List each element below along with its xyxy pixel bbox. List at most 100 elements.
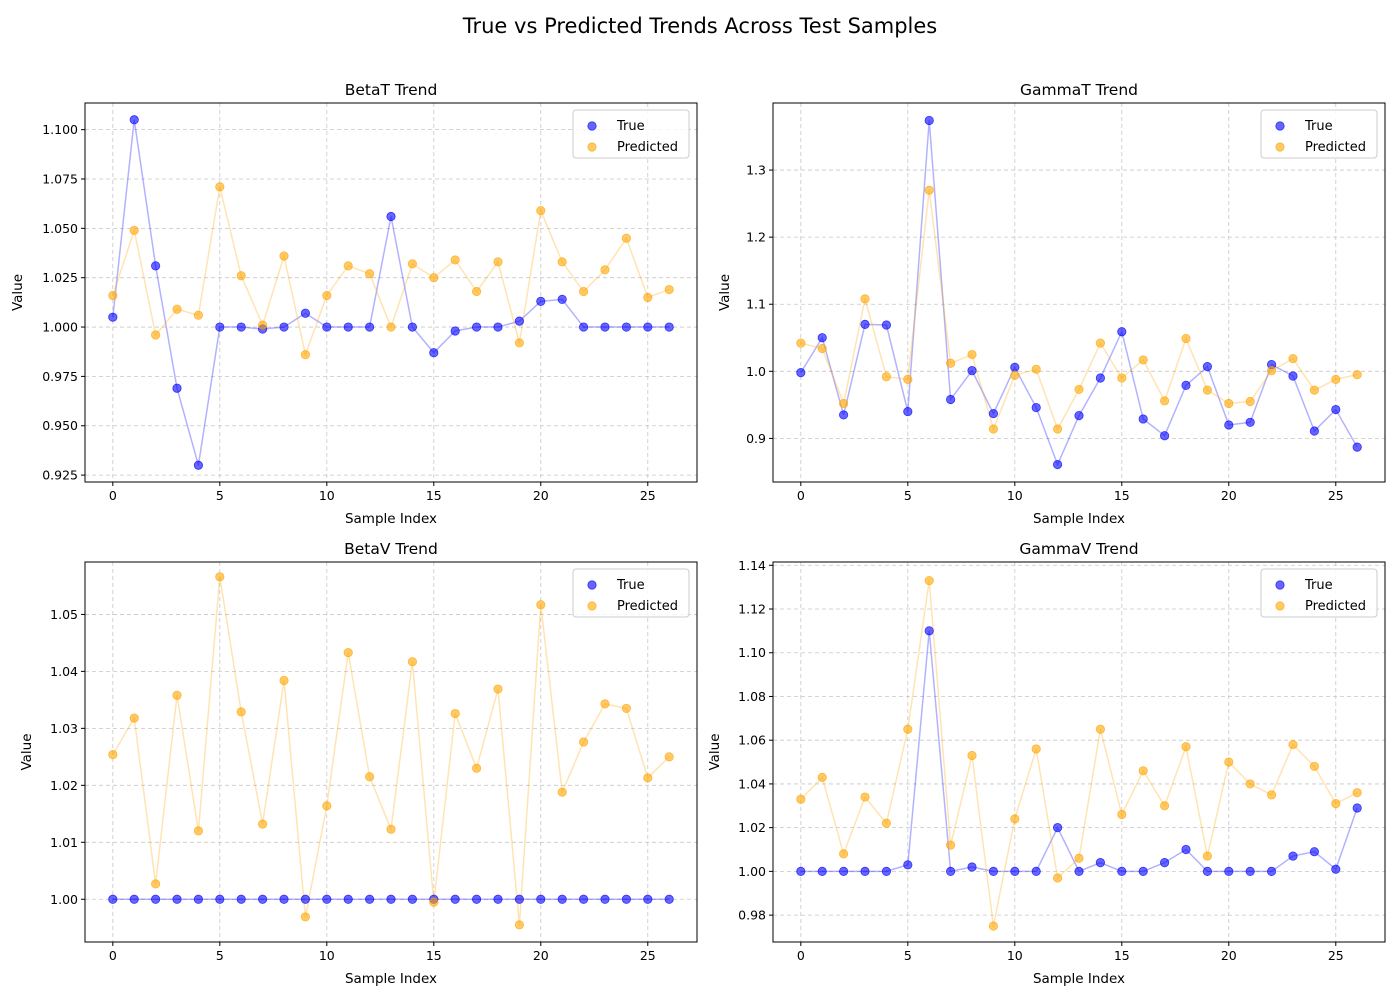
y-tick-label: 1.05 bbox=[50, 607, 78, 622]
data-point-true bbox=[407, 322, 417, 332]
data-point-predicted bbox=[1031, 364, 1041, 374]
data-point-true bbox=[1224, 420, 1234, 430]
data-point-true bbox=[946, 394, 956, 405]
data-point-true bbox=[664, 894, 674, 904]
figure-title: True vs Predicted Trends Across Test Sam… bbox=[462, 14, 938, 38]
data-point-true bbox=[322, 322, 332, 332]
y-tick-label: 1.0 bbox=[746, 364, 766, 379]
data-point-true bbox=[967, 862, 977, 872]
data-point-predicted bbox=[450, 708, 460, 719]
data-point-predicted bbox=[108, 749, 118, 760]
data-point-predicted bbox=[796, 338, 806, 348]
data-point-predicted bbox=[643, 773, 653, 783]
y-tick-label: 1.100 bbox=[42, 122, 78, 137]
data-point-true bbox=[1245, 417, 1255, 427]
data-point-predicted bbox=[1010, 814, 1020, 824]
data-point-predicted bbox=[108, 290, 118, 301]
legend-marker-predicted bbox=[1275, 142, 1285, 152]
subplot-title: GammaT Trend bbox=[1020, 81, 1138, 99]
data-point-predicted bbox=[1352, 370, 1362, 380]
data-point-true bbox=[600, 894, 610, 904]
data-point-true bbox=[578, 322, 589, 332]
y-tick-label: 1.12 bbox=[738, 602, 766, 617]
x-tick-label: 5 bbox=[216, 488, 224, 503]
data-point-true bbox=[1181, 844, 1191, 855]
subplot-title: BetaT Trend bbox=[345, 81, 438, 99]
x-tick-label: 25 bbox=[1328, 948, 1344, 963]
legend: True Predicted bbox=[1260, 568, 1378, 618]
data-point-true bbox=[578, 894, 589, 904]
axes-frame bbox=[772, 102, 1386, 483]
data-point-true bbox=[514, 316, 524, 326]
data-point-true bbox=[839, 866, 849, 876]
data-point-true bbox=[1159, 431, 1170, 441]
legend-marker-true bbox=[587, 121, 597, 131]
data-point-true bbox=[1074, 410, 1084, 421]
data-point-predicted bbox=[967, 750, 977, 761]
data-point-predicted bbox=[1224, 398, 1234, 409]
data-point-predicted bbox=[860, 294, 870, 304]
data-point-predicted bbox=[1117, 373, 1127, 383]
legend-marker-true bbox=[587, 580, 597, 590]
data-point-predicted bbox=[1202, 851, 1212, 861]
data-point-predicted bbox=[429, 897, 439, 907]
data-point-true bbox=[1309, 847, 1319, 857]
data-point-predicted bbox=[215, 182, 225, 192]
data-point-true bbox=[621, 322, 631, 332]
y-tick-label: 1.075 bbox=[42, 171, 78, 186]
y-axis-label: Value bbox=[717, 274, 733, 311]
data-point-predicted bbox=[600, 699, 610, 709]
data-point-true bbox=[881, 320, 892, 330]
data-point-predicted bbox=[1309, 385, 1319, 395]
data-point-true bbox=[108, 894, 118, 904]
x-tick-label: 0 bbox=[109, 488, 117, 503]
y-tick-label: 1.1 bbox=[746, 297, 766, 312]
x-axis-label: Sample Index bbox=[345, 511, 437, 527]
data-point-predicted bbox=[1288, 739, 1298, 750]
y-tick-label: 1.04 bbox=[738, 776, 766, 791]
data-point-predicted bbox=[557, 787, 567, 797]
data-point-predicted bbox=[1095, 724, 1105, 734]
x-tick-label: 25 bbox=[640, 948, 656, 963]
x-tick-label: 0 bbox=[797, 948, 805, 963]
data-point-predicted bbox=[946, 358, 956, 368]
data-point-true bbox=[600, 322, 610, 332]
data-point-true bbox=[514, 894, 524, 904]
data-point-true bbox=[193, 894, 204, 904]
y-tick-label: 1.00 bbox=[738, 864, 766, 879]
y-tick-label: 1.02 bbox=[738, 820, 766, 835]
data-point-predicted bbox=[1138, 355, 1148, 365]
data-point-predicted bbox=[557, 257, 567, 267]
axes-frame bbox=[772, 561, 1386, 943]
data-point-true bbox=[1031, 866, 1041, 876]
subplot-title: BetaV Trend bbox=[344, 540, 438, 558]
data-point-true bbox=[258, 894, 268, 904]
data-point-true bbox=[1031, 402, 1041, 413]
data-point-true bbox=[1331, 404, 1341, 415]
data-point-true bbox=[621, 894, 631, 904]
data-point-predicted bbox=[300, 912, 311, 922]
data-point-true bbox=[1053, 459, 1063, 470]
y-tick-label: 1.14 bbox=[738, 558, 766, 573]
x-tick-label: 20 bbox=[533, 948, 549, 963]
data-point-predicted bbox=[129, 225, 139, 235]
data-point-predicted bbox=[471, 763, 482, 773]
data-point-predicted bbox=[988, 921, 999, 931]
data-point-predicted bbox=[1181, 742, 1191, 752]
data-point-predicted bbox=[300, 350, 311, 360]
data-point-predicted bbox=[365, 269, 375, 279]
data-point-true bbox=[946, 866, 956, 876]
y-tick-label: 1.00 bbox=[50, 892, 78, 907]
x-axis-label: Sample Index bbox=[1033, 511, 1125, 527]
data-point-true bbox=[108, 312, 118, 322]
data-point-predicted bbox=[578, 737, 589, 747]
series-line-true bbox=[800, 630, 1358, 873]
data-point-true bbox=[193, 460, 204, 470]
legend: True Predicted bbox=[1260, 109, 1378, 159]
x-tick-label: 0 bbox=[797, 488, 805, 503]
data-point-true bbox=[924, 115, 934, 126]
data-point-predicted bbox=[407, 657, 417, 667]
y-tick-label: 1.025 bbox=[42, 270, 78, 285]
y-tick-label: 0.975 bbox=[42, 369, 78, 384]
data-point-predicted bbox=[817, 343, 827, 354]
